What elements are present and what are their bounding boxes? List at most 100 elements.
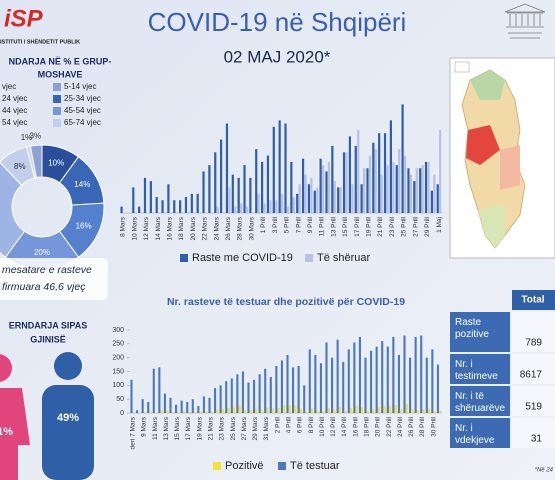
chart-title: ERNDARJA SIPAS — [9, 320, 88, 330]
legend-label: Raste me COVID-19 — [192, 252, 293, 264]
bar — [336, 339, 339, 413]
bar — [221, 408, 225, 413]
bar — [403, 335, 406, 413]
bar — [398, 149, 401, 213]
figure-head — [0, 354, 12, 382]
bar — [310, 177, 313, 213]
table-value-cell — [512, 354, 555, 384]
bar — [414, 336, 417, 413]
bar — [141, 399, 144, 413]
x-tick-label: 17 Mars — [185, 416, 192, 440]
bar — [321, 165, 325, 213]
bar — [392, 161, 395, 213]
legend-swatch — [53, 83, 61, 91]
x-tick-label: 13 Mars — [163, 416, 170, 440]
legend-label: 5-14 vjec — [64, 82, 96, 91]
bar — [286, 206, 290, 213]
bar — [331, 357, 334, 413]
bar — [175, 404, 178, 413]
chart-title: Nr. rasteve të testuar dhe pozitivë për … — [167, 296, 405, 308]
chart-title: NDARJA NË % E GRUP- — [9, 56, 112, 66]
bar — [333, 409, 336, 413]
x-tick-label: 31 Mars — [263, 416, 270, 440]
gender-label: 49% — [57, 412, 79, 424]
bar — [420, 335, 423, 413]
bar — [260, 409, 264, 413]
bar — [351, 184, 354, 213]
footnote: *Në 24 — [535, 468, 554, 474]
bar — [325, 171, 328, 213]
table-value-cell — [512, 312, 555, 352]
bar — [409, 357, 412, 413]
bar — [167, 184, 170, 213]
bar — [439, 410, 442, 413]
bar — [316, 187, 319, 213]
bar — [234, 206, 237, 213]
x-tick-label: 12 Prill — [330, 416, 337, 436]
bar — [230, 378, 233, 413]
slice-label: 14% — [74, 180, 90, 189]
x-tick-label: 28 Mars — [237, 216, 244, 240]
bar — [353, 342, 356, 413]
x-tick-label: 2 Prill — [274, 416, 281, 433]
bar — [149, 181, 152, 213]
bar — [327, 161, 331, 213]
bar — [236, 374, 239, 413]
x-tick-label: 5 Prill — [284, 216, 291, 233]
bar — [191, 399, 194, 413]
bar — [260, 161, 264, 213]
bar — [155, 197, 158, 213]
bar — [149, 410, 152, 413]
bar — [238, 405, 241, 413]
bar — [428, 408, 431, 413]
bar — [171, 411, 174, 413]
table-label-cell — [450, 312, 510, 352]
bar — [322, 411, 325, 413]
bar — [202, 396, 205, 413]
bar — [350, 407, 353, 413]
bar — [284, 123, 287, 213]
bar — [290, 161, 293, 213]
bar — [208, 165, 211, 213]
bar — [378, 133, 381, 213]
title: COVID-19 në Shqipëri — [148, 7, 407, 37]
bar — [439, 129, 442, 213]
bar — [138, 412, 141, 413]
x-tick-label: 21 Prill — [377, 216, 384, 236]
x-tick-label: 27 Prill — [412, 216, 419, 236]
date: 02 MAJ 2020* — [224, 47, 331, 66]
ministry-logo — [504, 3, 546, 39]
bar — [338, 407, 342, 413]
bar — [278, 120, 281, 213]
slice-label: 16% — [76, 222, 92, 231]
legend-label: 45-54 vjec — [64, 106, 101, 115]
bar — [370, 350, 373, 413]
bar — [425, 357, 428, 413]
bar — [299, 408, 303, 413]
bar — [409, 174, 413, 213]
bar — [197, 406, 200, 413]
table-value-cell — [512, 386, 555, 416]
x-tick-label: 29 Mars — [252, 416, 259, 440]
bar — [227, 407, 230, 413]
bar — [424, 161, 428, 213]
bar — [362, 168, 366, 213]
bar — [421, 165, 424, 213]
legend-label: 24 vjec — [2, 94, 27, 103]
table-header-cell — [512, 290, 555, 310]
bar — [199, 411, 202, 413]
x-tick-label: deri 7 Mars — [130, 416, 137, 449]
bar — [219, 385, 222, 413]
legend-swatch — [53, 119, 61, 127]
bar — [272, 126, 275, 213]
x-tick-label: 22 Prill — [386, 416, 393, 436]
bar — [383, 133, 387, 213]
legend-label: 65-74 vjec — [64, 118, 101, 127]
table-label: Raste pozitive — [455, 317, 489, 340]
x-tick-label: 25 Prill — [401, 216, 408, 236]
x-tick-label: 19 Mars — [196, 416, 203, 440]
bar — [319, 158, 322, 213]
legend-label: Të testuar — [290, 460, 340, 472]
bar — [339, 187, 342, 213]
bar — [297, 365, 300, 413]
